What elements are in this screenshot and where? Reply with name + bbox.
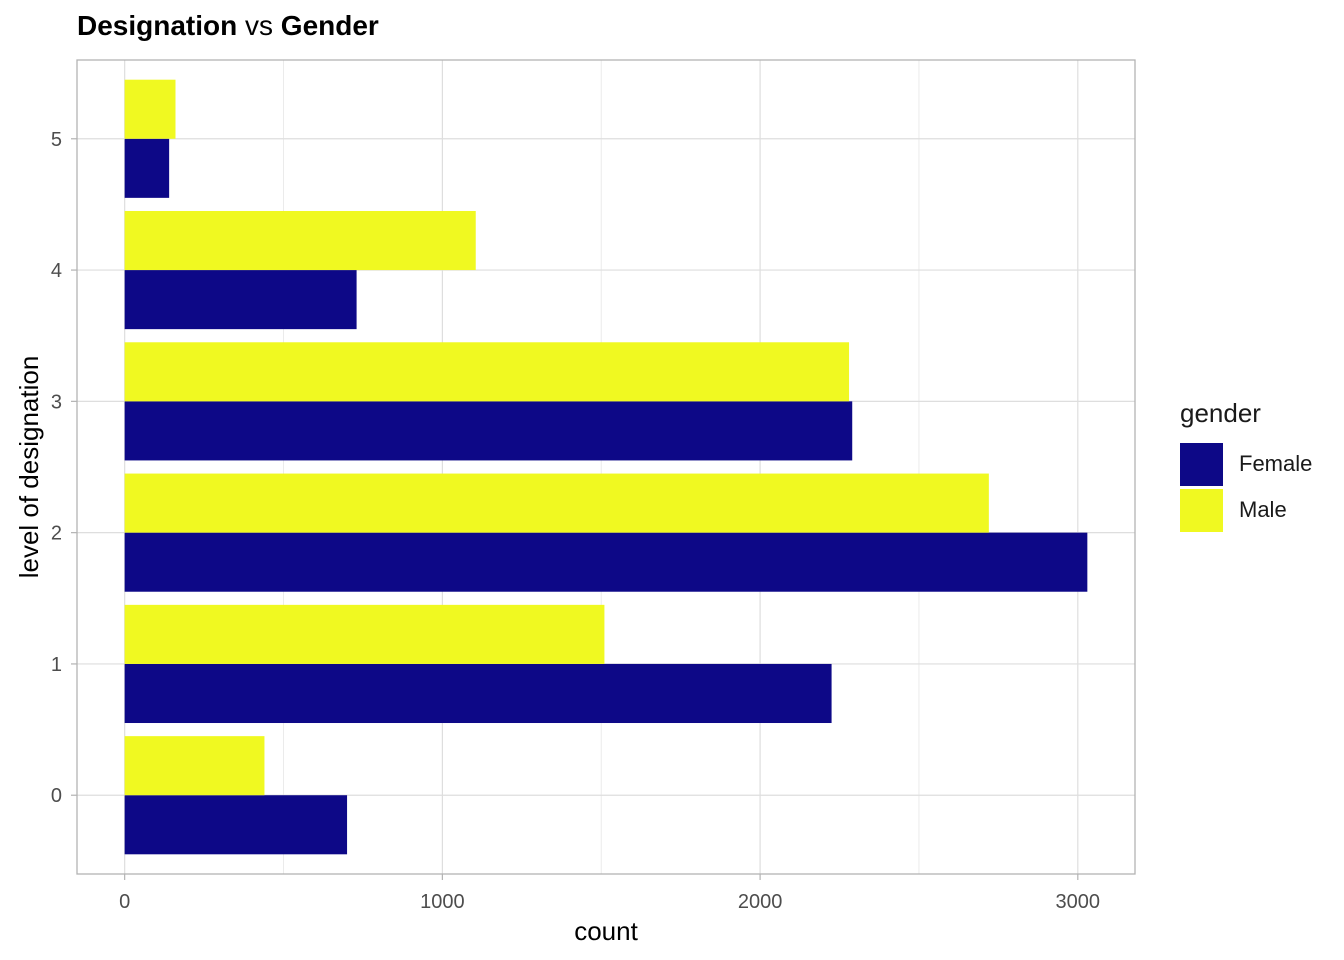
x-tick-label: 2000 xyxy=(738,891,783,913)
legend-label-male: Male xyxy=(1239,497,1287,522)
bar-female-5 xyxy=(124,138,170,198)
bar-female-4 xyxy=(124,270,357,330)
chart-title: Designation vs Gender xyxy=(77,10,379,42)
title-part-gender: Gender xyxy=(280,10,379,41)
panel-border xyxy=(76,59,1136,875)
bar-male-3 xyxy=(124,342,850,402)
x-axis-title: count xyxy=(574,916,638,946)
bar-female-0 xyxy=(124,795,348,855)
bar-male-1 xyxy=(124,604,605,664)
y-tick-label: 1 xyxy=(51,654,62,676)
legend-swatch-female xyxy=(1180,442,1223,486)
legend-item-female: Female xyxy=(1180,441,1312,487)
x-tick-label: 3000 xyxy=(1056,891,1101,913)
legend-title: gender xyxy=(1180,398,1261,428)
y-tick-label: 5 xyxy=(51,129,62,151)
y-axis-title: level of designation xyxy=(14,356,44,579)
legend-label-female: Female xyxy=(1239,451,1313,476)
y-tick-label: 3 xyxy=(51,391,62,413)
bar-male-2 xyxy=(124,473,989,533)
y-tick-label: 0 xyxy=(51,785,62,807)
bar-male-5 xyxy=(124,79,176,139)
y-tick-label: 4 xyxy=(51,260,62,282)
title-part-vs: vs xyxy=(245,10,274,41)
bar-female-1 xyxy=(124,663,832,724)
bar-female-3 xyxy=(124,401,853,461)
x-tick-label: 0 xyxy=(119,891,130,913)
x-tick-label: 1000 xyxy=(420,891,465,913)
bar-male-0 xyxy=(124,736,265,796)
y-tick-label: 2 xyxy=(51,523,62,545)
legend-item-male: Male xyxy=(1180,487,1312,533)
bar-male-4 xyxy=(124,210,476,271)
title-part-designation: Designation xyxy=(77,10,238,41)
legend: gender Female Male xyxy=(1180,398,1312,533)
legend-swatch-male xyxy=(1180,488,1223,532)
bar-female-2 xyxy=(124,532,1088,592)
